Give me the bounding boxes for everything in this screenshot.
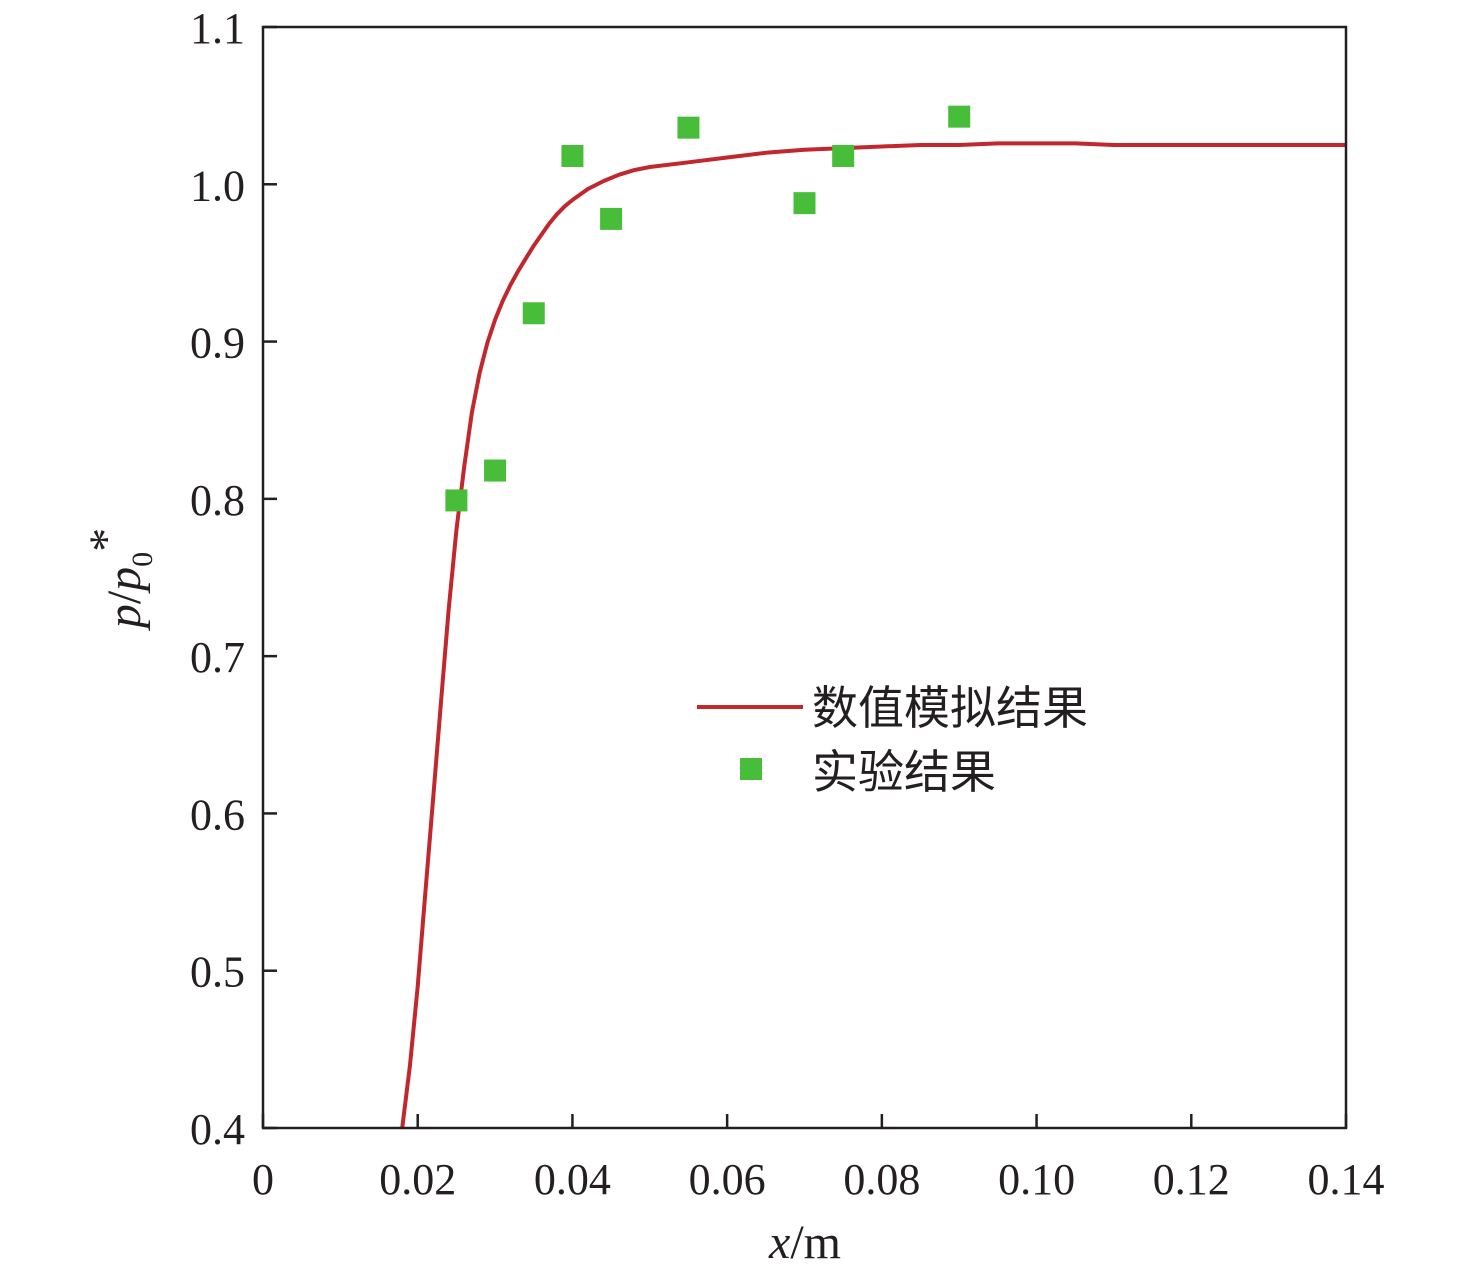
- legend-label-simulation: 数值模拟结果: [812, 681, 1088, 735]
- series-line-simulation: [400, 141, 1346, 1128]
- data-point-experiment: [600, 207, 623, 230]
- data-point-experiment: [793, 192, 816, 215]
- y-tick-label: 1.0: [190, 161, 245, 210]
- data-point-experiment: [832, 144, 855, 167]
- plot-frame: [261, 25, 1348, 1130]
- data-point-experiment: [948, 105, 971, 128]
- data-point-experiment: [445, 489, 468, 512]
- data-point-experiment: [522, 302, 545, 325]
- data-point-experiment: [677, 116, 700, 139]
- data-point-experiment: [561, 144, 584, 167]
- x-tick-label: 0.12: [1153, 1155, 1230, 1204]
- legend-label-experiment: 实验结果: [812, 745, 996, 799]
- y-tick-label: 0.4: [190, 1105, 245, 1154]
- x-tick-label: 0: [252, 1155, 274, 1204]
- data-point-experiment: [484, 459, 507, 482]
- axes: 0 0.02 0.04 0.06 0.08 0.10 0.12 0.14 0.4 0.5 0.6 0.…: [190, 4, 1385, 1204]
- x-tick-label: 0.14: [1308, 1155, 1385, 1204]
- y-tick-label: 1.1: [190, 4, 245, 53]
- y-tick-label: 0.5: [190, 948, 245, 997]
- x-tick-label: 0.08: [843, 1155, 920, 1204]
- x-tick-label: 0.10: [998, 1155, 1075, 1204]
- y-tick-label: 0.8: [190, 476, 245, 525]
- y-tick-label: 0.6: [190, 790, 245, 839]
- y-tick-label: 0.9: [190, 319, 245, 368]
- series-layer: [400, 105, 1346, 1128]
- x-tick-label: 0.06: [689, 1155, 766, 1204]
- x-tick-label: 0.04: [534, 1155, 611, 1204]
- x-tick-label: 0.02: [379, 1155, 456, 1204]
- legend-swatch-experiment: [740, 758, 762, 780]
- y-tick-label: 0.7: [190, 633, 245, 682]
- y-axis-title: p/p0*: [80, 528, 159, 631]
- x-axis-title: x/m: [768, 1216, 841, 1269]
